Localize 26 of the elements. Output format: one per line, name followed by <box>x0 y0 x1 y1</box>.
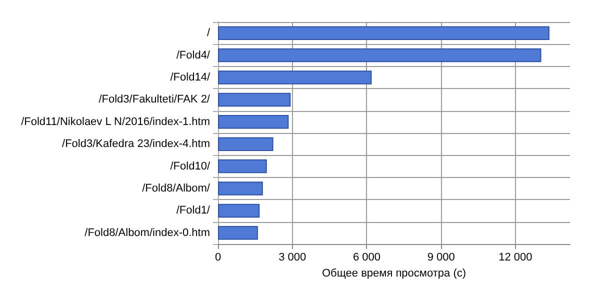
x-axis-title: Общее время просмотра (с) <box>322 268 466 280</box>
x-tick-label: 3 000 <box>278 252 306 264</box>
bar <box>218 92 291 107</box>
bar <box>218 182 263 196</box>
bar <box>218 115 289 129</box>
bar <box>218 137 274 151</box>
y-tick-label: /Fold14/ <box>170 72 211 84</box>
x-tick-label: 12 000 <box>498 252 532 264</box>
bar <box>218 226 258 240</box>
y-tick-label: /Fold11/Nikolaev L N/2016/index-1.htm <box>21 116 210 128</box>
y-tick-label: /Fold4/ <box>176 49 211 62</box>
bar <box>218 26 550 40</box>
y-tick-label: /Fold8/Albom/index-0.htm <box>84 226 210 239</box>
x-tick-label: 9 000 <box>427 252 455 264</box>
y-tick-label: /Fold3/Fakulteti/FAK 2/ <box>98 94 211 106</box>
y-tick-label: /Fold8/Albom/ <box>142 182 211 194</box>
y-tick-label: /Fold10/ <box>170 160 211 172</box>
x-tick-label: 6 000 <box>352 252 380 264</box>
bar <box>218 204 260 218</box>
y-tick-label: /Fold3/Kafedra 23/index-4.htm <box>62 138 210 150</box>
bar <box>218 70 372 84</box>
bar <box>218 48 542 62</box>
y-tick-label: /Fold1/ <box>176 204 211 217</box>
bar <box>218 159 267 174</box>
x-tick-label: 0 <box>214 252 222 264</box>
y-tick-label: / <box>206 27 211 40</box>
